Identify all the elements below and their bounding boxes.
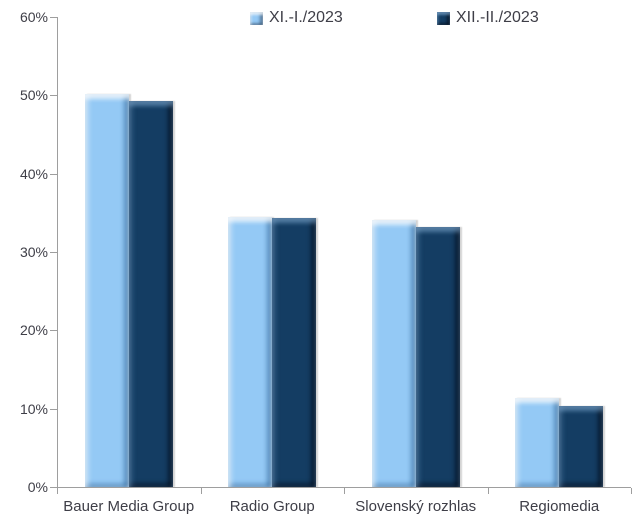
y-tick-label: 20% bbox=[19, 322, 48, 339]
legend-marker-series-2-icon bbox=[437, 11, 450, 25]
bar-series-1-1 bbox=[84, 94, 129, 487]
category-label: Radio Group bbox=[229, 498, 315, 515]
category-label: Regiomedia bbox=[519, 498, 600, 515]
legend-item-series-1: XI.-I./2023 bbox=[250, 8, 343, 28]
y-tick-mark bbox=[50, 173, 57, 175]
x-tick-mark bbox=[57, 488, 58, 494]
x-tick-mark bbox=[344, 488, 345, 494]
y-tick-label: 0% bbox=[27, 479, 48, 495]
bar-series-2-3 bbox=[415, 227, 460, 487]
y-tick-mark bbox=[50, 17, 57, 18]
legend-item-series-2: XII.-II./2023 bbox=[437, 8, 539, 28]
x-tick-mark bbox=[487, 488, 489, 494]
x-tick-mark bbox=[631, 488, 632, 494]
y-tick-label: 60% bbox=[19, 9, 48, 25]
y-tick-mark bbox=[50, 330, 57, 332]
bar-series-2-1 bbox=[128, 101, 173, 487]
y-tick-mark bbox=[50, 252, 57, 253]
category-label: Slovenský rozhlas bbox=[355, 498, 477, 515]
y-tick-label: 50% bbox=[19, 87, 48, 104]
bar-series-2-4 bbox=[559, 406, 604, 487]
x-axis-line bbox=[57, 487, 631, 488]
y-tick-label: 40% bbox=[19, 165, 48, 182]
y-tick-mark bbox=[50, 487, 57, 488]
legend-label-series-2: XII.-II./2023 bbox=[456, 9, 539, 26]
y-tick-label: 10% bbox=[19, 400, 48, 417]
x-tick-mark bbox=[200, 488, 202, 494]
legend-label-series-1: XI.-I./2023 bbox=[269, 9, 343, 26]
bar-series-1-3 bbox=[371, 220, 416, 487]
y-axis-line bbox=[57, 17, 58, 488]
y-tick-mark bbox=[50, 95, 57, 97]
y-tick-label: 30% bbox=[19, 244, 48, 260]
y-tick-mark bbox=[50, 408, 57, 410]
legend-marker-series-1-icon bbox=[250, 11, 263, 25]
bar-series-1-4 bbox=[515, 398, 560, 487]
bar-series-2-2 bbox=[272, 218, 317, 487]
category-label: Bauer Media Group bbox=[63, 498, 195, 515]
bar-series-1-2 bbox=[228, 217, 273, 487]
